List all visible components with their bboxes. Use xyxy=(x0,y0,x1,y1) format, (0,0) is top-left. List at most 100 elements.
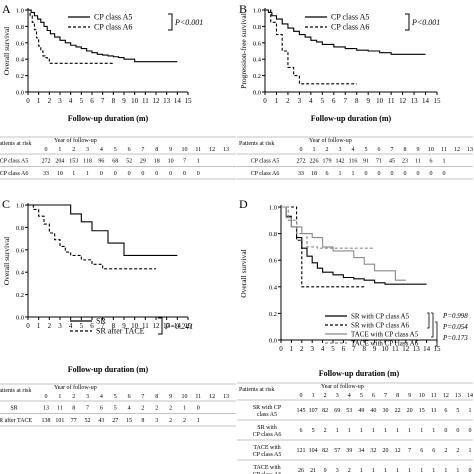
y-axis-label: Progression-free survival xyxy=(239,13,248,89)
x-tick-label: 2 xyxy=(48,322,52,330)
table-cell: 49 xyxy=(358,408,364,414)
table-cell: 22 xyxy=(395,408,401,414)
table-cell: 96 xyxy=(98,158,104,164)
table-year: 4 xyxy=(352,147,355,153)
table-cell: 104 xyxy=(309,448,318,454)
table-year: 6 xyxy=(128,394,131,400)
survival-curve xyxy=(281,206,406,281)
table-cell: 0 xyxy=(169,171,172,177)
y-tick-label: 0.4 xyxy=(16,270,25,277)
x-tick-label: 2 xyxy=(48,97,52,105)
x-tick-label: 13 xyxy=(411,97,419,105)
x-tick-label: 11 xyxy=(142,97,149,105)
panel-label: D xyxy=(239,197,248,211)
table-cell: 0 xyxy=(183,171,186,177)
table-year: 10 xyxy=(428,147,434,153)
table-cell: 2 xyxy=(444,448,447,454)
survival-curve xyxy=(281,206,427,285)
table-cell: 1 xyxy=(396,468,399,474)
table-year: 12 xyxy=(209,147,215,153)
table-cell: 1 xyxy=(420,428,423,434)
table-cell: 0 xyxy=(155,171,158,177)
x-tick-label: 13 xyxy=(413,345,421,353)
legend-label: CP class A5 xyxy=(331,13,369,22)
table-year: 0 xyxy=(45,147,48,153)
y-tick-label: 0.4 xyxy=(253,57,262,64)
table-year: 0 xyxy=(300,393,303,399)
table-row-label: CP class A6 xyxy=(251,171,280,177)
table-cell: 0 xyxy=(365,171,368,177)
p-bracket xyxy=(431,312,434,338)
table-cell: 8 xyxy=(72,405,75,411)
table-cell: 11 xyxy=(57,405,63,411)
table-cell: 145 xyxy=(297,408,306,414)
x-axis-label: Follow-up duration (m) xyxy=(68,365,149,374)
table-cell: 2 xyxy=(169,418,172,424)
table-row-label: CP class A5 xyxy=(251,158,280,164)
x-tick-label: 10 xyxy=(131,322,139,330)
table-year: 5 xyxy=(114,147,117,153)
table-cell: 6 xyxy=(430,158,433,164)
table-cell: 1 xyxy=(469,448,472,454)
table-cell: 15 xyxy=(419,408,425,414)
survival-curve xyxy=(28,9,114,64)
table-cell: 204 xyxy=(55,158,64,164)
table-cell: 32 xyxy=(370,448,376,454)
table-cell: 1 xyxy=(197,158,200,164)
y-axis-label: Overall survival xyxy=(2,237,11,286)
table-cell: 29 xyxy=(140,158,146,164)
x-tick-label: 5 xyxy=(321,97,325,105)
table-year: 12 xyxy=(209,394,215,400)
table-cell: 82 xyxy=(322,408,328,414)
table-year: 13 xyxy=(223,147,229,153)
legend-label: CP class A6 xyxy=(94,23,132,32)
table-cell: 116 xyxy=(349,158,358,164)
table-row-label: CP class A5 xyxy=(253,452,282,458)
table-year: 0 xyxy=(300,147,303,153)
legend-label: SR xyxy=(96,317,106,326)
table-year: 1 xyxy=(312,393,315,399)
table-cell: 18 xyxy=(311,171,317,177)
table-cell: 1 xyxy=(420,468,423,474)
y-tick-label: 0.2 xyxy=(16,73,24,80)
x-tick-label: 3 xyxy=(310,345,314,353)
table-cell: 2 xyxy=(169,405,172,411)
p-value: P<0.001 xyxy=(411,18,440,27)
table-year: 4 xyxy=(100,394,103,400)
table-year: 6 xyxy=(378,147,381,153)
table-cell: 0 xyxy=(197,171,200,177)
x-tick-label: 12 xyxy=(402,345,410,353)
table-cell: 1 xyxy=(183,405,186,411)
table-year: 8 xyxy=(155,394,158,400)
table-cell: 11 xyxy=(415,158,421,164)
y-tick-label: 0.4 xyxy=(269,284,278,291)
y-axis-label: Overall survival xyxy=(239,249,248,298)
table-cell: 1 xyxy=(384,428,387,434)
y-tick-label: 1.0 xyxy=(253,8,261,15)
table-year: 9 xyxy=(408,393,411,399)
table-cell: 26 xyxy=(298,468,304,474)
table-cell: 118 xyxy=(83,158,92,164)
table-year-header: Year of follow-up xyxy=(54,137,97,144)
table-cell: 179 xyxy=(323,158,332,164)
table-cell: 2 xyxy=(183,418,186,424)
table-cell: 1 xyxy=(408,428,411,434)
table-cell: 1 xyxy=(443,158,446,164)
table-year: 12 xyxy=(443,393,449,399)
p-value: P=0.241 xyxy=(164,322,193,331)
table-cell: 1 xyxy=(408,468,411,474)
table-year: 7 xyxy=(391,147,394,153)
x-tick-label: 9 xyxy=(373,345,377,353)
table-year: 3 xyxy=(339,147,342,153)
table-year: 5 xyxy=(360,393,363,399)
y-tick-label: 0.8 xyxy=(16,225,24,232)
table-year: 3 xyxy=(336,393,339,399)
table-cell: 20 xyxy=(407,408,413,414)
x-tick-label: 12 xyxy=(153,322,161,330)
table-cell: 1 xyxy=(360,428,363,434)
table-cell: 43 xyxy=(98,418,104,424)
table-cell: 6 xyxy=(100,405,103,411)
table-cell: 10 xyxy=(57,171,63,177)
table-cell: 23 xyxy=(402,158,408,164)
table-cell: 0 xyxy=(443,171,446,177)
